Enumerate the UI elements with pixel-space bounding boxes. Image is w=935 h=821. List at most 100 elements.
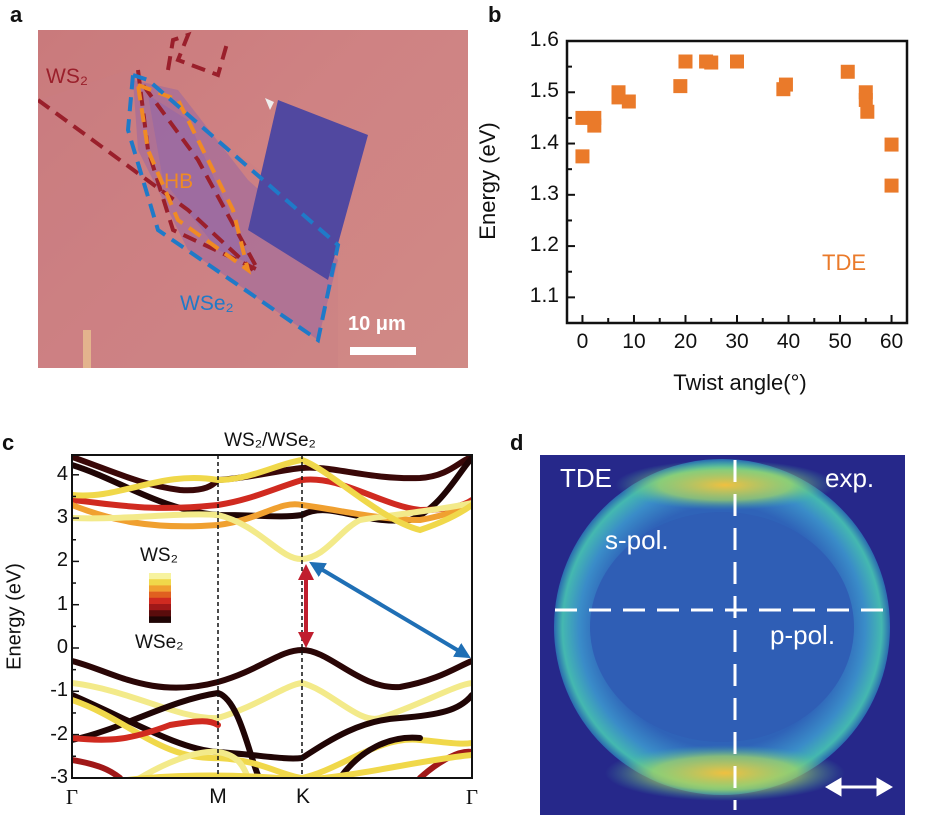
- optical-micrograph: WS₂ HB WSe₂ 10 μm: [38, 30, 468, 368]
- y-tick-label: 1.4: [529, 130, 559, 154]
- colorscale-swatch: [149, 573, 171, 580]
- p-pol-label: p-pol.: [770, 620, 836, 650]
- scale-bar: [350, 347, 416, 355]
- band-axis-ticks: [72, 474, 79, 779]
- data-point: [678, 54, 693, 69]
- inner-disk: [590, 512, 854, 742]
- y-tick-label: 1.2: [529, 233, 559, 257]
- colorscale-swatch: [149, 604, 171, 611]
- tde-annotation: TDE: [822, 250, 866, 275]
- band: [72, 692, 472, 762]
- valence-band-top: [72, 646, 472, 691]
- band: [119, 752, 472, 778]
- band: [72, 689, 263, 778]
- x-tick-label: 20: [673, 330, 698, 353]
- wse2-label: WSe₂: [180, 292, 234, 315]
- data-point: [673, 79, 688, 94]
- micrograph-drawing: [38, 31, 416, 368]
- axis-ticks: [567, 40, 893, 323]
- band-y-tick-label: 0: [56, 636, 68, 658]
- x-tick-label: 50: [828, 330, 852, 353]
- polarization-double-arrow: [825, 777, 893, 797]
- x-tick-label: 10: [622, 330, 646, 353]
- kpoint-gamma-right: Γ: [465, 785, 479, 809]
- data-point: [860, 104, 875, 119]
- band-y-tick-label: 2: [56, 549, 68, 572]
- debris-particle: [265, 98, 274, 110]
- data-point: [621, 94, 636, 109]
- top-lobe: [615, 460, 835, 510]
- band: [137, 748, 251, 778]
- band: [72, 679, 472, 722]
- data-point: [575, 110, 590, 125]
- band-y-axis-label: Energy (eV): [3, 563, 26, 670]
- edge-artifact: [83, 330, 91, 368]
- band: [72, 476, 472, 514]
- data-point: [575, 149, 590, 164]
- band-y-tick-label: -1: [50, 679, 68, 702]
- polarization-image: TDE exp. s-pol. p-pol.: [540, 455, 905, 815]
- data-point: [704, 55, 719, 70]
- band-y-tick-label: 3: [56, 506, 68, 529]
- data-point: [858, 92, 873, 107]
- band: [72, 455, 472, 494]
- colorscale-swatch: [149, 610, 171, 617]
- band-y-tick-label: -3: [50, 765, 68, 788]
- data-point: [587, 118, 602, 133]
- x-tick-label: 40: [776, 330, 801, 353]
- data-point: [730, 54, 744, 69]
- y-tick-label: 1.5: [529, 79, 559, 103]
- colorscale-swatch: [149, 597, 171, 605]
- band-plot-frame: [71, 454, 473, 779]
- wse2-outline: [125, 72, 341, 344]
- data-point: [884, 137, 899, 152]
- tde-label: TDE: [560, 463, 612, 493]
- band-y-tick-label: -2: [50, 722, 68, 745]
- data-point: [587, 110, 602, 125]
- ws2-label: WS₂: [46, 65, 88, 88]
- data-point: [884, 178, 899, 193]
- band: [72, 757, 123, 778]
- data-points: [575, 54, 899, 193]
- data-point: [776, 82, 791, 97]
- hb-label: HB: [164, 170, 194, 193]
- x-axis-label: Twist angle(°): [673, 370, 807, 395]
- band-y-tick-label: 1: [56, 592, 68, 615]
- data-point: [611, 85, 626, 100]
- x-tick-label: 0: [576, 330, 589, 353]
- data-point: [778, 77, 793, 92]
- panel-d-label: d: [510, 430, 524, 455]
- data-point: [611, 90, 626, 105]
- y-tick-label: 1.3: [529, 181, 559, 205]
- hb-outline: [135, 81, 252, 275]
- bottom-lobe: [605, 745, 845, 801]
- legend-wse2: WSe₂: [135, 632, 184, 653]
- exp-label: exp.: [825, 463, 875, 493]
- data-point: [840, 64, 855, 79]
- band-title: WS₂/WSe₂: [224, 430, 316, 451]
- band: [72, 455, 472, 524]
- s-pol-label: s-pol.: [605, 525, 669, 555]
- band: [72, 718, 221, 743]
- kpoint-k: K: [295, 785, 310, 808]
- panel-a-label: a: [10, 2, 23, 27]
- kpoint-m: M: [209, 785, 227, 808]
- colorscale-legend: [149, 573, 171, 623]
- polarization-drawing: [554, 459, 893, 810]
- band: [72, 456, 472, 534]
- colorscale-swatch: [149, 616, 171, 623]
- band: [72, 500, 472, 563]
- x-tick-label: 60: [879, 330, 904, 353]
- y-tick-label: 1.6: [529, 28, 559, 51]
- colorscale-swatch: [149, 591, 171, 599]
- band: [337, 734, 423, 778]
- legend-ws2: WS₂: [140, 545, 178, 566]
- plot-frame: [565, 39, 909, 325]
- panel-b-label: b: [488, 2, 502, 27]
- indirect-transition-arrow: [309, 561, 471, 659]
- data-point: [858, 85, 873, 100]
- band: [72, 500, 472, 530]
- band: [417, 748, 472, 778]
- colorscale-swatch: [149, 585, 171, 592]
- band-y-tick-label: 4: [56, 462, 68, 485]
